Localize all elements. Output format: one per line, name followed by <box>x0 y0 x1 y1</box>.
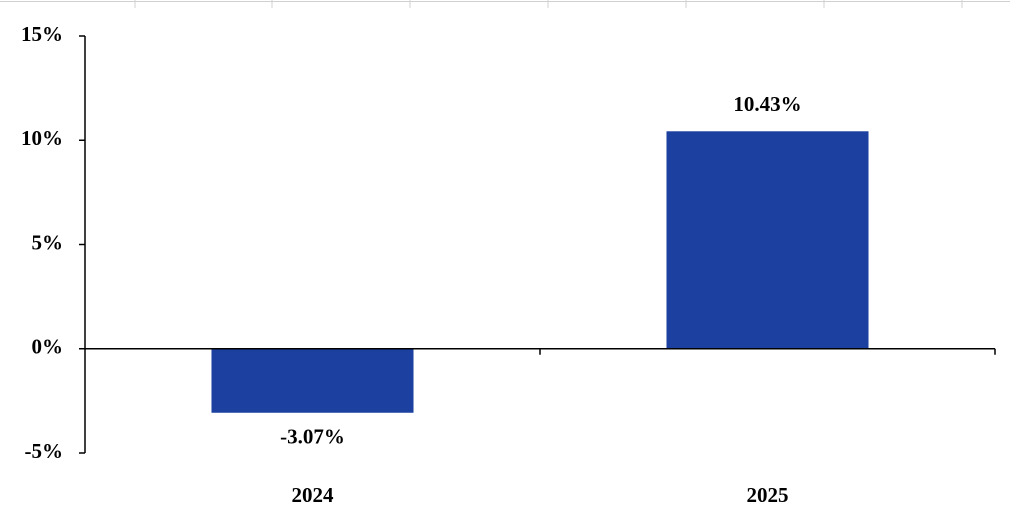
y-tick-label: 0% <box>32 335 64 359</box>
sheet-gridlines <box>0 0 1010 8</box>
bar <box>666 131 869 349</box>
y-tick-label: 10% <box>21 126 63 150</box>
x-tick-label: 2025 <box>747 483 789 507</box>
y-tick-label: 5% <box>32 230 64 254</box>
x-tick-label: 2024 <box>292 483 335 507</box>
bar <box>211 348 414 413</box>
y-tick-label: 15% <box>21 22 63 46</box>
value-label: 10.43% <box>733 92 801 116</box>
y-tick-label: -5% <box>25 439 64 463</box>
value-label: -3.07% <box>280 425 345 449</box>
